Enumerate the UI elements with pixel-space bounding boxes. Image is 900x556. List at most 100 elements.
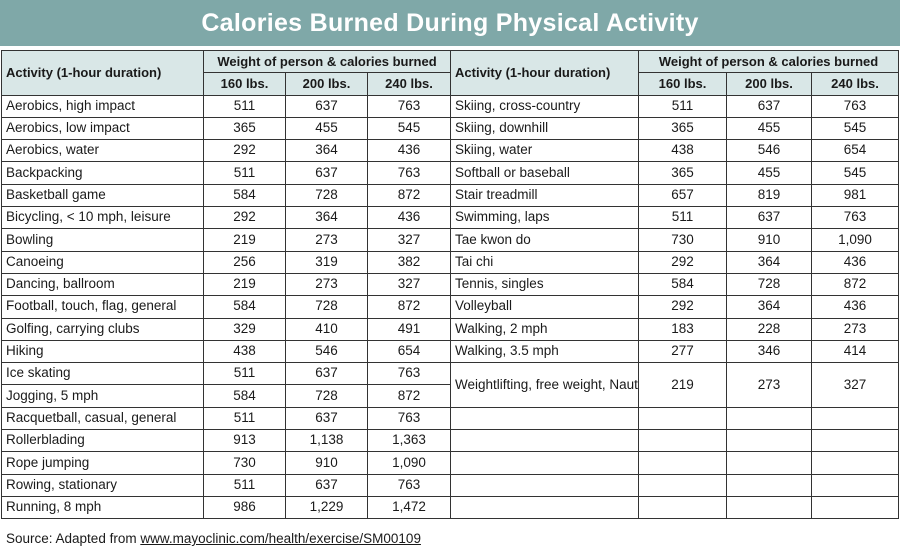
cal-160-cell: 584 bbox=[203, 384, 286, 408]
activity-cell: Skiing, cross-country bbox=[450, 94, 640, 118]
source-link[interactable]: www.mayoclinic.com/health/exercise/SM001… bbox=[140, 531, 421, 546]
cal-200-cell: 637 bbox=[726, 94, 813, 118]
activity-cell: Rowing, stationary bbox=[1, 473, 204, 497]
cal-240-cell: 1,472 bbox=[366, 495, 452, 520]
empty-cell bbox=[726, 429, 813, 453]
cal-200-cell: 728 bbox=[285, 384, 368, 408]
cal-240-cell: 654 bbox=[366, 339, 452, 364]
weight-header-160-left: 160 lbs. bbox=[203, 72, 286, 96]
activity-cell: Skiing, water bbox=[450, 139, 640, 163]
cal-160-cell: 584 bbox=[203, 295, 286, 319]
cal-200-cell: 728 bbox=[726, 272, 813, 297]
cal-240-cell: 763 bbox=[366, 94, 452, 118]
activity-cell: Softball or baseball bbox=[450, 161, 640, 185]
cal-160-cell: 584 bbox=[203, 183, 286, 208]
cal-200-cell: 546 bbox=[285, 339, 368, 364]
activity-cell: Bicycling, < 10 mph, leisure bbox=[1, 206, 204, 230]
cal-160-cell: 365 bbox=[638, 116, 728, 141]
cal-240-cell: 763 bbox=[811, 206, 900, 230]
cal-160-cell: 511 bbox=[203, 473, 286, 497]
activity-cell: Ice skating bbox=[1, 362, 204, 386]
cal-200-cell: 1,138 bbox=[285, 429, 368, 453]
table-row: Racquetball, casual, general 511 637 763 bbox=[1, 406, 900, 431]
empty-cell bbox=[638, 406, 728, 431]
activity-cell: Swimming, laps bbox=[450, 206, 640, 230]
cal-160-cell: 511 bbox=[203, 362, 286, 386]
table-row: Rowing, stationary 511 637 763 bbox=[1, 473, 900, 497]
empty-cell bbox=[638, 451, 728, 475]
empty-cell bbox=[638, 429, 728, 453]
cal-160-cell: 657 bbox=[638, 183, 728, 208]
table-row: Hiking 438 546 654 Walking, 3.5 mph 277 346 414 bbox=[1, 339, 900, 364]
cal-160-cell: 292 bbox=[203, 139, 286, 163]
cal-240-cell: 872 bbox=[366, 384, 452, 408]
empty-cell bbox=[726, 451, 813, 475]
activity-cell: Tennis, singles bbox=[450, 272, 640, 297]
activity-cell: Rope jumping bbox=[1, 451, 204, 475]
activity-cell: Skiing, downhill bbox=[450, 116, 640, 141]
table-row: Dancing, ballroom 219 273 327 Tennis, single… bbox=[1, 272, 900, 297]
cal-240-cell: 382 bbox=[366, 250, 452, 274]
cal-240-cell: 436 bbox=[811, 250, 900, 274]
cal-200-cell: 546 bbox=[726, 139, 813, 163]
cal-240-cell: 1,090 bbox=[366, 451, 452, 475]
weight-header-200-left: 200 lbs. bbox=[285, 72, 368, 96]
cal-240-cell: 273 bbox=[811, 317, 900, 341]
cal-240-cell: 1,363 bbox=[366, 429, 452, 453]
table-row: Rollerblading 913 1,138 1,363 bbox=[1, 429, 900, 453]
table-row: Aerobics, water 292 364 436 Skiing, water 438… bbox=[1, 139, 900, 163]
activity-cell: Running, 8 mph bbox=[1, 495, 204, 520]
page-title: Calories Burned During Physical Activity bbox=[201, 8, 699, 37]
activity-cell: Tai chi bbox=[450, 250, 640, 274]
cal-240-cell: 872 bbox=[366, 295, 452, 319]
cal-160-cell: 365 bbox=[638, 161, 728, 185]
table-row: Ice skating 511 637 763 Weightlifting, free … bbox=[1, 362, 900, 408]
cal-160-cell: 292 bbox=[638, 295, 728, 319]
cal-240-cell: 763 bbox=[366, 473, 452, 497]
table-row: Rope jumping 730 910 1,090 bbox=[1, 451, 900, 475]
table-row: Football, touch, flag, general 584 728 872 V… bbox=[1, 295, 900, 319]
table-row: Running, 8 mph 986 1,229 1,472 bbox=[1, 495, 900, 520]
cal-200-cell: 637 bbox=[285, 94, 368, 118]
empty-cell bbox=[726, 473, 813, 497]
cal-240-cell: 327 bbox=[811, 362, 900, 408]
cal-160-cell: 584 bbox=[638, 272, 728, 297]
table-row: Basketball game 584 728 872 Stair treadmill 6… bbox=[1, 183, 900, 208]
cal-200-cell: 346 bbox=[726, 339, 813, 364]
cal-160-cell: 219 bbox=[638, 362, 728, 408]
weight-group-header-right: Weight of person & calories burned bbox=[638, 49, 900, 74]
cal-200-cell: 910 bbox=[726, 228, 813, 252]
cal-200-cell: 319 bbox=[285, 250, 368, 274]
activity-cell: Canoeing bbox=[1, 250, 204, 274]
cal-240-cell: 763 bbox=[366, 406, 452, 431]
weight-group-header-left: Weight of person & calories burned bbox=[202, 49, 452, 74]
cal-240-cell: 436 bbox=[811, 295, 900, 319]
activity-header-right: Activity (1-hour duration) bbox=[450, 50, 640, 96]
cal-240-cell: 981 bbox=[811, 183, 900, 208]
cal-200-cell: 455 bbox=[726, 116, 813, 141]
cal-240-cell: 763 bbox=[811, 94, 900, 118]
cal-160-cell: 438 bbox=[638, 139, 728, 163]
cal-160-cell: 219 bbox=[203, 272, 286, 297]
table-row: Bowling 219 273 327 Tae kwon do 730 910 1,090 bbox=[1, 228, 900, 252]
cal-160-cell: 913 bbox=[203, 429, 286, 453]
cal-240-cell: 763 bbox=[366, 362, 452, 386]
empty-cell bbox=[811, 406, 900, 431]
activity-header-left: Activity (1-hour duration) bbox=[1, 50, 204, 96]
source-note: Source: Adapted from www.mayoclinic.com/… bbox=[6, 531, 421, 546]
cal-200-cell: 364 bbox=[285, 139, 368, 163]
weight-header-200-right: 200 lbs. bbox=[726, 72, 813, 96]
cal-160-cell: 511 bbox=[203, 161, 286, 185]
cal-160-cell: 511 bbox=[638, 94, 728, 118]
cal-200-cell: 728 bbox=[285, 295, 368, 319]
cal-240-cell: 436 bbox=[366, 206, 452, 230]
activity-cell: Basketball game bbox=[1, 183, 204, 208]
activity-cell: Walking, 2 mph bbox=[450, 317, 640, 341]
cal-240-cell: 872 bbox=[366, 183, 452, 208]
activity-cell: Jogging, 5 mph bbox=[1, 384, 204, 408]
empty-cell bbox=[450, 406, 640, 431]
table-row: Aerobics, low impact 365 455 545 Skiing, dow… bbox=[1, 116, 900, 141]
empty-cell bbox=[811, 495, 900, 520]
empty-cell bbox=[450, 473, 640, 497]
cal-200-cell: 273 bbox=[285, 272, 368, 297]
